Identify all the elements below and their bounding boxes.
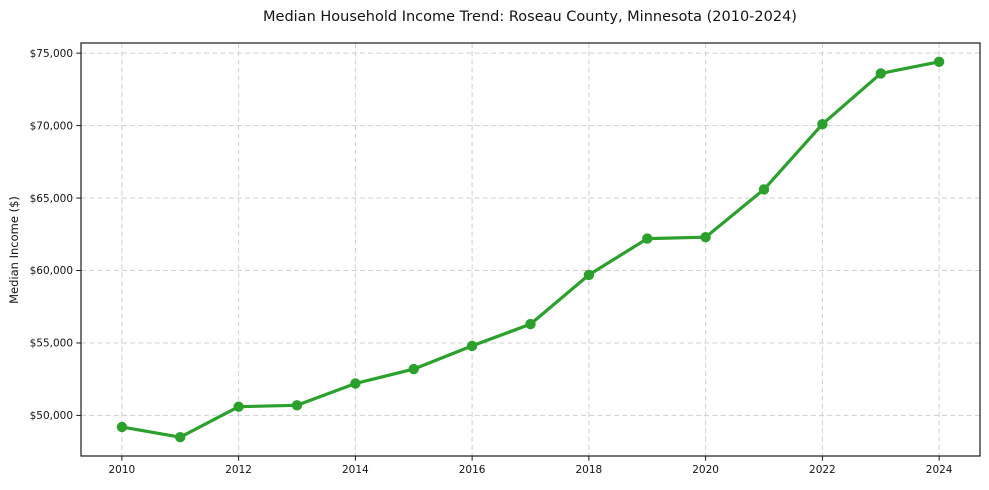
data-point-2023 bbox=[875, 68, 886, 79]
data-point-2014 bbox=[350, 378, 361, 389]
gridlines bbox=[81, 43, 980, 456]
plot-border bbox=[80, 42, 981, 457]
data-point-2011 bbox=[175, 432, 186, 443]
y-tick-label: $75,000 bbox=[30, 48, 73, 60]
data-point-2019 bbox=[642, 233, 653, 244]
data-point-2022 bbox=[817, 119, 828, 130]
data-point-2010 bbox=[116, 421, 128, 433]
data-series bbox=[116, 56, 945, 443]
x-tick-label: 2024 bbox=[926, 464, 953, 476]
y-tick-label: $70,000 bbox=[30, 120, 73, 132]
data-point-2018 bbox=[583, 269, 595, 281]
x-tick-label: 2016 bbox=[459, 464, 486, 476]
data-point-2024 bbox=[933, 56, 945, 67]
x-tick-label: 2010 bbox=[108, 464, 135, 476]
axis-ticks: 2010 2012 2014 2016 2018 2020 2022 2024 $50,000 $… bbox=[30, 48, 953, 476]
data-point-2017 bbox=[525, 318, 536, 330]
y-tick-label: $55,000 bbox=[30, 338, 73, 350]
data-point-2013 bbox=[291, 400, 303, 411]
y-tick-label: $50,000 bbox=[30, 410, 73, 422]
y-axis-label: Median Income ($) bbox=[7, 196, 21, 304]
data-point-2021 bbox=[758, 184, 770, 195]
income-trend-line bbox=[120, 60, 941, 439]
chart-title: Median Household Income Trend: Roseau Co… bbox=[263, 9, 797, 25]
x-tick-label: 2018 bbox=[576, 464, 603, 476]
x-tick-label: 2012 bbox=[225, 464, 252, 476]
data-point-2020 bbox=[700, 232, 711, 243]
data-point-2012 bbox=[233, 401, 244, 412]
data-point-2015 bbox=[408, 363, 419, 375]
x-tick-label: 2022 bbox=[809, 464, 836, 476]
y-tick-label: $65,000 bbox=[30, 193, 73, 205]
y-tick-label: $60,000 bbox=[30, 265, 73, 277]
plot-spines bbox=[80, 42, 981, 457]
x-tick-label: 2020 bbox=[692, 464, 719, 476]
data-point-2016 bbox=[466, 340, 478, 352]
x-tick-label: 2014 bbox=[342, 464, 369, 476]
